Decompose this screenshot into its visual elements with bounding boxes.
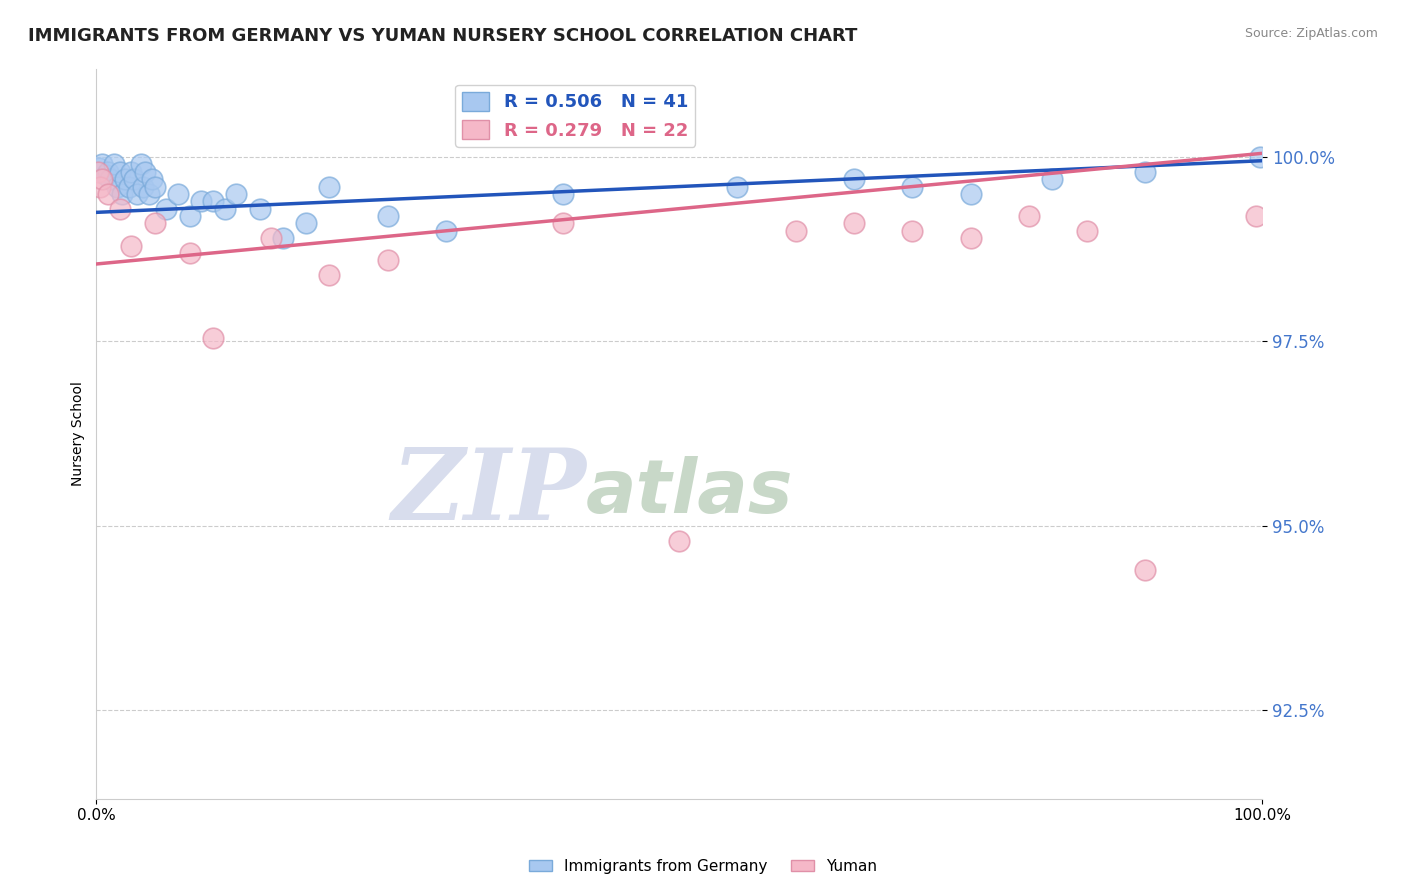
Point xyxy=(1244,209,1267,223)
Y-axis label: Nursery School: Nursery School xyxy=(72,381,86,486)
Point xyxy=(94,169,117,183)
Point xyxy=(134,165,156,179)
Point xyxy=(141,172,163,186)
Point xyxy=(114,172,136,186)
Point xyxy=(249,202,271,216)
Point xyxy=(179,209,201,223)
Point xyxy=(295,216,318,230)
Point xyxy=(97,165,120,179)
Point xyxy=(155,202,177,216)
Point xyxy=(138,186,160,201)
Point xyxy=(190,194,212,209)
Point xyxy=(551,186,574,201)
Point xyxy=(86,165,108,179)
Point xyxy=(377,209,399,223)
Point xyxy=(214,202,236,216)
Point xyxy=(103,157,125,171)
Point xyxy=(108,202,131,216)
Point xyxy=(727,179,749,194)
Point xyxy=(91,157,114,171)
Point xyxy=(201,194,224,209)
Point xyxy=(91,172,114,186)
Text: Source: ZipAtlas.com: Source: ZipAtlas.com xyxy=(1244,27,1378,40)
Point xyxy=(167,186,190,201)
Point xyxy=(1135,165,1157,179)
Point xyxy=(260,231,283,245)
Point xyxy=(271,231,294,245)
Point xyxy=(959,231,981,245)
Text: ZIP: ZIP xyxy=(391,444,586,541)
Point xyxy=(111,186,134,201)
Point xyxy=(1018,209,1040,223)
Point xyxy=(201,331,224,345)
Point xyxy=(842,172,865,186)
Point xyxy=(318,268,340,282)
Point xyxy=(120,165,142,179)
Point xyxy=(97,186,120,201)
Point xyxy=(225,186,247,201)
Point xyxy=(959,186,981,201)
Point xyxy=(785,224,807,238)
Point xyxy=(120,238,142,252)
Point xyxy=(122,172,145,186)
Point xyxy=(842,216,865,230)
Legend: Immigrants from Germany, Yuman: Immigrants from Germany, Yuman xyxy=(523,853,883,880)
Point xyxy=(179,246,201,260)
Legend: R = 0.506   N = 41, R = 0.279   N = 22: R = 0.506 N = 41, R = 0.279 N = 22 xyxy=(456,85,696,147)
Point xyxy=(129,157,152,171)
Point xyxy=(143,216,166,230)
Point xyxy=(901,224,924,238)
Point xyxy=(89,179,111,194)
Point xyxy=(1135,563,1157,577)
Point xyxy=(108,165,131,179)
Point xyxy=(1076,224,1098,238)
Point xyxy=(98,172,121,186)
Point xyxy=(127,186,149,201)
Point xyxy=(143,179,166,194)
Point xyxy=(668,533,690,548)
Point xyxy=(551,216,574,230)
Point xyxy=(901,179,924,194)
Point xyxy=(132,179,155,194)
Point xyxy=(105,179,128,194)
Text: IMMIGRANTS FROM GERMANY VS YUMAN NURSERY SCHOOL CORRELATION CHART: IMMIGRANTS FROM GERMANY VS YUMAN NURSERY… xyxy=(28,27,858,45)
Point xyxy=(118,179,141,194)
Point xyxy=(87,161,110,175)
Point xyxy=(1040,172,1063,186)
Point xyxy=(377,253,399,268)
Point xyxy=(318,179,340,194)
Text: atlas: atlas xyxy=(586,456,793,529)
Point xyxy=(1249,150,1271,164)
Point xyxy=(434,224,457,238)
